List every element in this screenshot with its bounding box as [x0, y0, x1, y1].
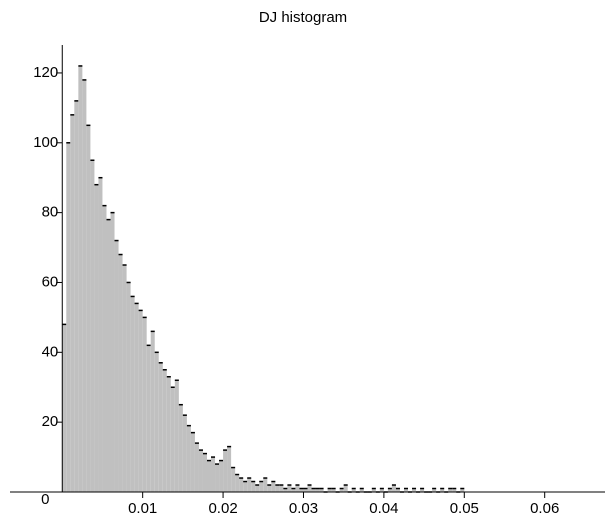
bar: [379, 488, 384, 492]
x-tick-label: 0.05: [450, 500, 479, 517]
y-tick-label: 20: [42, 413, 59, 430]
bar: [283, 488, 288, 492]
y-tick-label: 40: [42, 343, 59, 360]
bar: [299, 488, 304, 492]
bar: [194, 443, 199, 492]
x-tick-label: 0.02: [208, 500, 237, 517]
bar: [62, 324, 67, 492]
bar: [287, 485, 292, 492]
bar: [275, 485, 280, 492]
bar: [263, 478, 268, 492]
bar: [271, 481, 276, 492]
bar: [130, 296, 135, 492]
bar: [327, 488, 332, 492]
y-tick-label: 120: [33, 64, 58, 81]
bar: [170, 387, 175, 492]
bar: [186, 425, 191, 492]
bar: [448, 488, 453, 492]
bar: [86, 125, 91, 492]
x-tick-label: 0.04: [369, 500, 398, 517]
bar: [190, 432, 195, 492]
bar: [307, 485, 312, 492]
bar: [432, 488, 437, 492]
bar: [102, 205, 107, 492]
bar: [126, 282, 131, 492]
bar: [371, 488, 376, 492]
bar: [239, 478, 244, 492]
bar: [219, 460, 224, 492]
bar: [251, 481, 256, 492]
bar: [359, 488, 364, 492]
bar: [223, 450, 228, 492]
bar: [351, 488, 356, 492]
bar: [339, 488, 344, 492]
bar: [395, 488, 400, 492]
y-tick-label: 60: [42, 273, 59, 290]
bar: [215, 464, 220, 492]
bar: [206, 460, 212, 492]
bar: [118, 254, 123, 492]
bar: [403, 488, 409, 492]
bar: [452, 488, 457, 492]
bar: [412, 488, 417, 492]
bar: [291, 488, 296, 492]
bar: [158, 362, 163, 492]
bar: [110, 212, 115, 492]
bar: [182, 415, 187, 492]
bar: [134, 303, 139, 492]
bar: [142, 317, 147, 492]
bar: [440, 488, 445, 492]
x-tick-label: 0.06: [530, 500, 559, 517]
bar: [166, 376, 171, 492]
bar: [154, 352, 159, 492]
bar: [146, 345, 151, 492]
bar: [311, 488, 316, 492]
bar: [70, 114, 75, 492]
bar: [90, 160, 95, 492]
bar: [267, 485, 272, 492]
bar: [243, 481, 248, 492]
bar: [82, 79, 87, 492]
bar: [420, 488, 425, 492]
bar: [198, 450, 203, 492]
bar: [235, 474, 240, 492]
bar: [211, 457, 216, 492]
bar: [66, 142, 71, 492]
bar: [343, 485, 348, 492]
bar: [138, 310, 143, 492]
bar: [319, 488, 324, 492]
bar: [295, 485, 300, 492]
bar: [178, 404, 183, 492]
bar: [315, 488, 320, 492]
bar: [255, 485, 260, 492]
bar: [303, 488, 308, 492]
y-tick-label: 80: [42, 204, 59, 221]
bar: [391, 485, 396, 492]
bar: [78, 65, 83, 492]
bar: [174, 380, 179, 492]
bar: [331, 488, 336, 492]
y-tick-label: 100: [33, 134, 58, 151]
bar: [259, 481, 264, 492]
bar: [98, 177, 103, 492]
bar: [162, 369, 167, 492]
chart-title: DJ histogram: [259, 9, 347, 26]
bar: [460, 488, 465, 492]
bar: [247, 478, 252, 492]
bar: [227, 446, 232, 492]
bar: [122, 265, 127, 492]
bar: [231, 467, 236, 492]
bar: [279, 485, 284, 492]
y-tick-label: 0: [41, 491, 49, 508]
bar: [387, 488, 392, 492]
x-tick-label: 0.01: [128, 500, 157, 517]
bar: [106, 219, 111, 492]
bar: [74, 100, 79, 492]
bar: [150, 331, 155, 492]
bar: [202, 453, 207, 492]
x-tick-label: 0.03: [289, 500, 318, 517]
bar: [114, 240, 119, 492]
bar: [94, 184, 99, 492]
